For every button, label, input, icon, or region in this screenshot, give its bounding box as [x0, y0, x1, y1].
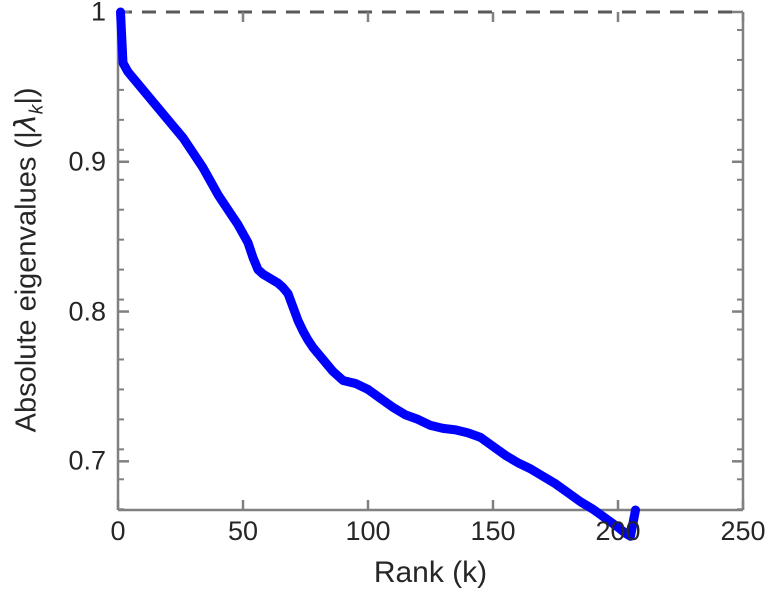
x-tick-label: 100	[345, 516, 391, 546]
x-tick-label: 0	[110, 516, 126, 546]
y-tick-label: 0.8	[68, 296, 106, 327]
y-tick-label: 1	[90, 0, 106, 27]
x-axis-label: Rank (k)	[373, 556, 488, 589]
x-tick-label: 50	[227, 516, 259, 546]
data-series-line-0	[116, 7, 640, 541]
x-tick-label: 250	[720, 516, 766, 546]
x-tick-label: 200	[595, 516, 641, 546]
y-tick-label: 0.7	[68, 445, 106, 476]
x-tick-label: 150	[470, 516, 516, 546]
y-tick-label: 0.9	[68, 146, 106, 177]
